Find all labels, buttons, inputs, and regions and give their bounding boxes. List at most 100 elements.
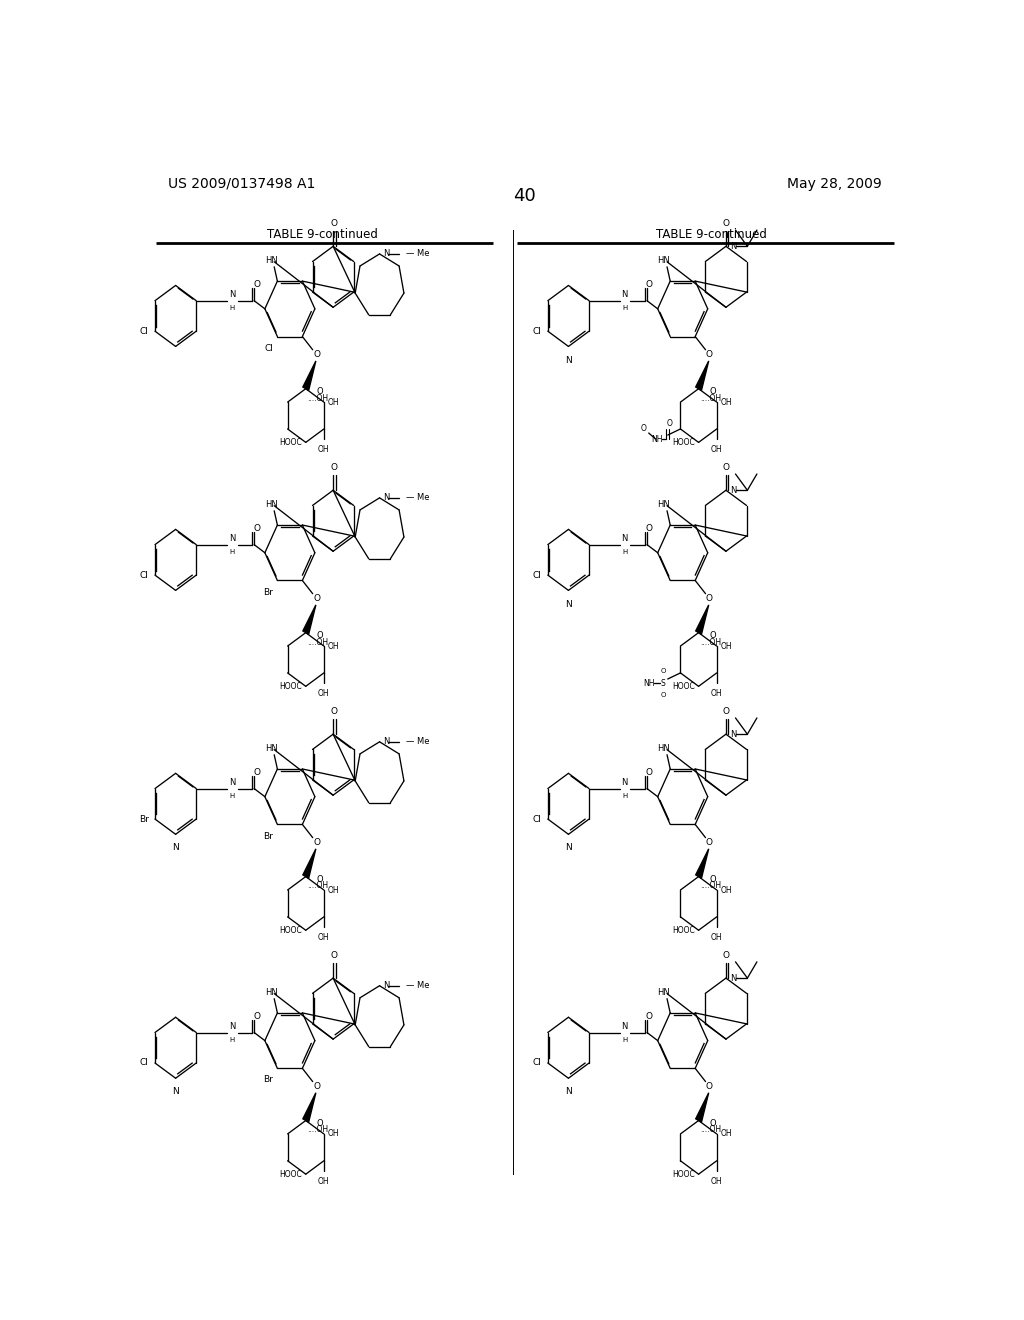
Text: O: O	[646, 1011, 653, 1020]
Text: H: H	[623, 305, 628, 310]
Text: N: N	[384, 738, 390, 746]
Text: OH: OH	[721, 642, 732, 651]
Text: N: N	[730, 486, 736, 495]
Polygon shape	[695, 360, 709, 391]
Text: O: O	[316, 1118, 323, 1127]
Text: TABLE 9-continued: TABLE 9-continued	[655, 228, 767, 242]
Text: H: H	[623, 1036, 628, 1043]
Text: Cl: Cl	[532, 326, 542, 335]
Text: OH: OH	[328, 642, 340, 651]
Text: HN: HN	[264, 500, 278, 510]
Text: Cl: Cl	[139, 570, 148, 579]
Text: NH: NH	[643, 678, 654, 688]
Text: OH: OH	[328, 397, 340, 407]
Text: O: O	[646, 768, 653, 776]
Text: HOOC: HOOC	[279, 1170, 302, 1179]
Text: O: O	[709, 875, 716, 883]
Text: N: N	[730, 242, 736, 251]
Text: ....OH: ....OH	[700, 638, 721, 647]
Text: O: O	[709, 1118, 716, 1127]
Text: Cl: Cl	[532, 1059, 542, 1068]
Text: — Me: — Me	[406, 494, 429, 503]
Text: Cl: Cl	[139, 1059, 148, 1068]
Text: N: N	[384, 494, 390, 503]
Text: Cl: Cl	[532, 570, 542, 579]
Text: OH: OH	[721, 1130, 732, 1138]
Text: Cl: Cl	[532, 814, 542, 824]
Text: HOOC: HOOC	[279, 682, 302, 690]
Text: OH: OH	[721, 886, 732, 895]
Polygon shape	[303, 1093, 315, 1122]
Text: Br: Br	[263, 1076, 273, 1085]
Text: N: N	[172, 843, 179, 853]
Text: HN: HN	[264, 744, 278, 754]
Text: O: O	[253, 1011, 260, 1020]
Text: ....OH: ....OH	[700, 1126, 721, 1134]
Text: O: O	[723, 219, 729, 228]
Text: OH: OH	[711, 689, 723, 698]
Text: S: S	[660, 678, 666, 688]
Text: O: O	[313, 838, 321, 847]
Text: Cl: Cl	[264, 343, 273, 352]
Text: HOOC: HOOC	[672, 682, 694, 690]
Text: HN: HN	[264, 256, 278, 265]
Text: N: N	[622, 290, 628, 300]
Text: ....OH: ....OH	[307, 638, 329, 647]
Text: HN: HN	[657, 500, 671, 510]
Text: HN: HN	[657, 744, 671, 754]
Text: Br: Br	[263, 832, 273, 841]
Text: N: N	[622, 777, 628, 787]
Text: US 2009/0137498 A1: US 2009/0137498 A1	[168, 177, 315, 191]
Text: N: N	[384, 981, 390, 990]
Text: O: O	[723, 463, 729, 473]
Polygon shape	[303, 605, 315, 635]
Text: OH: OH	[328, 886, 340, 895]
Text: O: O	[316, 631, 323, 640]
Text: — Me: — Me	[406, 738, 429, 746]
Text: N: N	[622, 535, 628, 543]
Text: HOOC: HOOC	[672, 925, 694, 935]
Text: O: O	[667, 420, 673, 429]
Text: O: O	[641, 425, 647, 433]
Text: N: N	[730, 974, 736, 982]
Text: O: O	[313, 1082, 321, 1092]
Text: O: O	[709, 387, 716, 396]
Text: HOOC: HOOC	[672, 438, 694, 447]
Text: OH: OH	[318, 933, 330, 942]
Text: O: O	[253, 280, 260, 289]
Text: Cl: Cl	[139, 326, 148, 335]
Text: O: O	[706, 350, 713, 359]
Text: Br: Br	[139, 814, 148, 824]
Text: N: N	[228, 535, 236, 543]
Text: HOOC: HOOC	[279, 438, 302, 447]
Polygon shape	[695, 849, 709, 878]
Text: NH: NH	[651, 434, 663, 444]
Text: ....OH: ....OH	[700, 882, 721, 891]
Text: O: O	[331, 952, 338, 960]
Text: O: O	[706, 594, 713, 603]
Text: O: O	[331, 219, 338, 228]
Text: O: O	[723, 952, 729, 960]
Text: HOOC: HOOC	[279, 925, 302, 935]
Text: OH: OH	[328, 1130, 340, 1138]
Text: O: O	[646, 524, 653, 533]
Text: OH: OH	[318, 1177, 330, 1187]
Text: O: O	[706, 838, 713, 847]
Text: N: N	[565, 1088, 571, 1097]
Text: N: N	[228, 290, 236, 300]
Text: O: O	[316, 875, 323, 883]
Polygon shape	[303, 360, 315, 391]
Text: N: N	[730, 730, 736, 739]
Text: N: N	[565, 599, 571, 609]
Text: Br: Br	[263, 587, 273, 597]
Text: — Me: — Me	[406, 249, 429, 259]
Polygon shape	[695, 605, 709, 635]
Text: HN: HN	[657, 256, 671, 265]
Text: N: N	[622, 1022, 628, 1031]
Text: O: O	[253, 524, 260, 533]
Text: OH: OH	[721, 397, 732, 407]
Text: N: N	[172, 1088, 179, 1097]
Text: HN: HN	[657, 989, 671, 997]
Text: O: O	[331, 463, 338, 473]
Text: OH: OH	[711, 1177, 723, 1187]
